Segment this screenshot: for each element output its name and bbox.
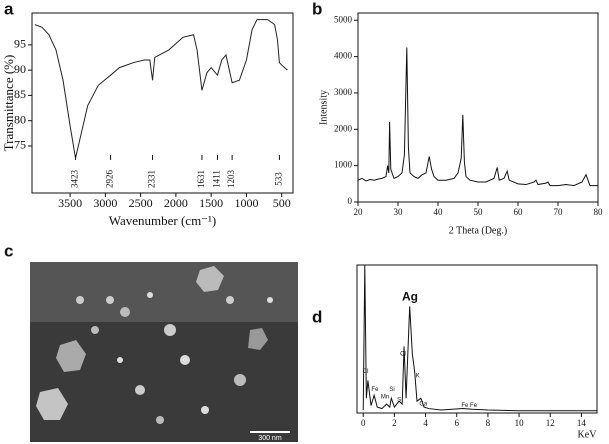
peak-annotation: Mn xyxy=(381,394,389,400)
peak-annotation: S xyxy=(397,397,401,403)
peak-annotation: Fe Fe xyxy=(461,403,477,409)
x-tick-label: 6 xyxy=(454,418,459,428)
y-tick-label: 3000 xyxy=(334,87,353,97)
x-tick-label: 500 xyxy=(273,196,291,210)
peak-label: 1203 xyxy=(226,170,236,189)
y-tick-label: 75 xyxy=(14,138,26,152)
x-tick-label: 30 xyxy=(394,207,404,217)
x-tick-label: 20 xyxy=(354,207,364,217)
y-tick-label: 85 xyxy=(14,87,26,101)
peak-annotation: Cl xyxy=(363,369,369,375)
x-tick-label: 3000 xyxy=(93,196,117,210)
peak-label: 1631 xyxy=(196,170,206,188)
y-axis-label: Intensity xyxy=(318,90,329,125)
y-tick-label: 0 xyxy=(348,196,353,206)
data-line xyxy=(362,264,597,412)
y-tick-label: 5000 xyxy=(334,14,353,24)
x-axis-label: 2 Theta (Deg.) xyxy=(449,225,507,236)
plot-frame xyxy=(357,12,599,203)
scale-bar-label: 300 nm xyxy=(258,435,282,442)
x-tick-label: 8 xyxy=(486,418,491,428)
peak-annotation: Cl xyxy=(400,351,406,357)
peak-annotation: Fe xyxy=(371,387,379,393)
panel-label: b xyxy=(312,0,322,18)
y-axis-label: Transmittance (%) xyxy=(1,55,16,152)
plot-frame xyxy=(31,12,294,194)
x-tick-label: 4 xyxy=(423,418,428,428)
x-tick-label: 0 xyxy=(361,418,366,428)
peak-annotation: Ca xyxy=(419,402,427,408)
panel-label: a xyxy=(4,0,14,18)
x-tick-label: 1000 xyxy=(234,196,258,210)
data-line xyxy=(34,19,288,159)
x-tick-label: 1500 xyxy=(199,196,223,210)
x-tick-label: 40 xyxy=(434,207,444,217)
x-tick-label: 70 xyxy=(554,207,564,217)
x-tick-label: 60 xyxy=(514,207,524,217)
x-tick-label: 2000 xyxy=(164,196,188,210)
x-tick-label: 80 xyxy=(594,207,604,217)
y-tick-label: 1000 xyxy=(334,160,353,170)
peak-label: 2926 xyxy=(105,170,115,189)
peak-annotation: Si xyxy=(389,387,394,393)
x-tick-label: 14 xyxy=(577,418,587,428)
y-tick-label: 90 xyxy=(14,62,26,76)
peak-label: 3423 xyxy=(70,170,80,189)
data-line xyxy=(357,47,598,187)
y-tick-label: 2000 xyxy=(334,123,353,133)
x-tick-label: 3500 xyxy=(58,196,82,210)
x-axis-label: KeV xyxy=(578,429,598,440)
y-tick-label: 4000 xyxy=(334,51,353,61)
panel-label: d xyxy=(312,307,322,326)
peak-label: 2331 xyxy=(147,170,157,188)
x-tick-label: 2500 xyxy=(129,196,153,210)
y-tick-label: 95 xyxy=(14,37,26,51)
x-tick-label: 50 xyxy=(474,207,484,217)
x-tick-label: 10 xyxy=(515,418,525,428)
y-tick-label: 80 xyxy=(14,112,26,126)
x-tick-label: 12 xyxy=(546,418,555,428)
plot-frame xyxy=(356,264,598,414)
x-tick-label: 2 xyxy=(392,418,397,428)
x-axis-label: Wavenumber (cm⁻¹) xyxy=(109,213,217,228)
sem-image: 300 nm xyxy=(30,262,298,442)
peak-annotation: Ag xyxy=(402,290,418,304)
panel-label: c xyxy=(4,241,13,260)
peak-label: 1411 xyxy=(212,170,222,188)
peak-label: 533 xyxy=(273,172,283,186)
peak-annotation: K xyxy=(416,374,420,380)
